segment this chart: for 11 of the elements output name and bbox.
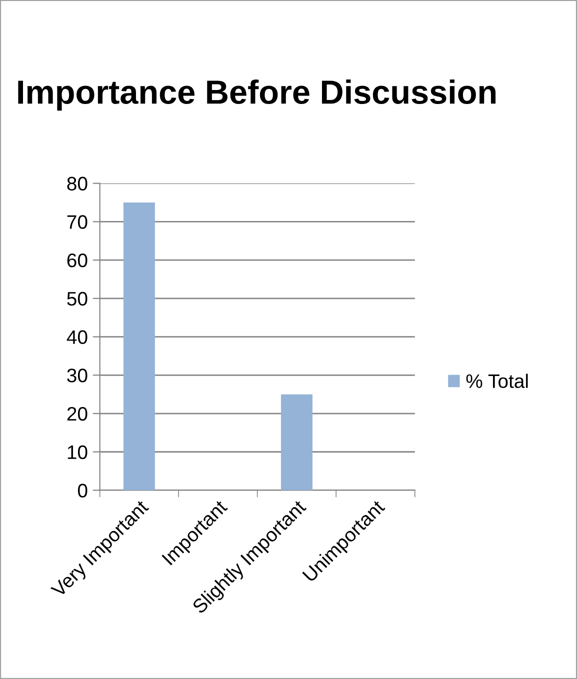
legend-label: % Total [466,374,528,388]
y-tick-label: 10 [68,445,88,460]
y-tick-label: 80 [67,176,88,191]
y-tick-label: 70 [67,215,88,229]
y-tick-label: 30 [67,368,88,382]
chart-title: Importance Before Discussion [18,80,496,111]
y-tick-label: 40 [66,330,88,344]
y-tick-label: 0 [78,484,88,498]
y-tick-label: 20 [67,406,88,421]
y-tick-label: 60 [67,254,88,268]
y-tick-label: 50 [67,292,88,306]
